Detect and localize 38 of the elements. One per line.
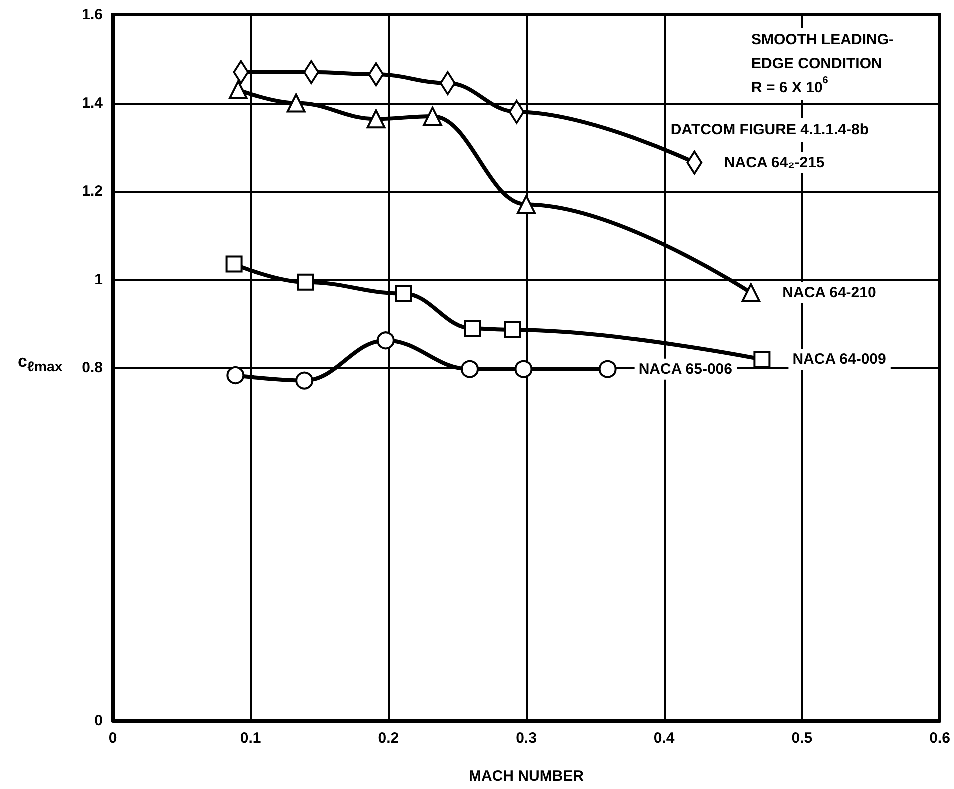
x-tick-label: 0.5 [792, 730, 813, 747]
y-tick-label: 1.6 [82, 6, 103, 24]
x-tick-label: 0.3 [516, 730, 537, 747]
y-axis-title: c$_{ℓmax}$ [18, 352, 63, 376]
x-tick-label: 0.6 [930, 730, 950, 747]
point [296, 372, 314, 390]
point [286, 94, 306, 113]
point [366, 110, 386, 129]
point [514, 360, 533, 378]
point [754, 351, 771, 368]
x-tick-label: 0.1 [240, 730, 262, 747]
x-tick-label: 0.2 [378, 730, 400, 747]
point [461, 360, 479, 378]
point [517, 195, 536, 214]
point [297, 274, 314, 291]
point [504, 322, 522, 339]
point [376, 332, 395, 350]
series-label: NACA 65-006 [638, 360, 732, 378]
x-tick-label: 0.4 [654, 730, 676, 747]
y-tick-label: 1.4 [82, 94, 104, 112]
y-tick-label: 1 [94, 271, 103, 288]
series-label: NACA 64₂-215 [724, 154, 825, 172]
series-label: NACA 64-009 [792, 351, 886, 368]
series-label: NACA 64-210 [782, 284, 876, 302]
point [226, 366, 245, 384]
point [464, 320, 482, 338]
y-tick-label: 0 [94, 712, 103, 730]
point [228, 80, 248, 100]
point [598, 360, 617, 378]
point [423, 106, 442, 126]
x-axis-title: MACH NUMBER [469, 768, 584, 785]
y-tick-label: 1.2 [82, 183, 103, 200]
x-tick-label: 0 [108, 730, 118, 747]
y-tick-label: 0.8 [82, 360, 103, 376]
point [742, 283, 761, 302]
annotation: DATCOM FIGURE 4.1.1.4-8b [670, 122, 870, 138]
point [226, 256, 243, 273]
point [395, 285, 412, 302]
